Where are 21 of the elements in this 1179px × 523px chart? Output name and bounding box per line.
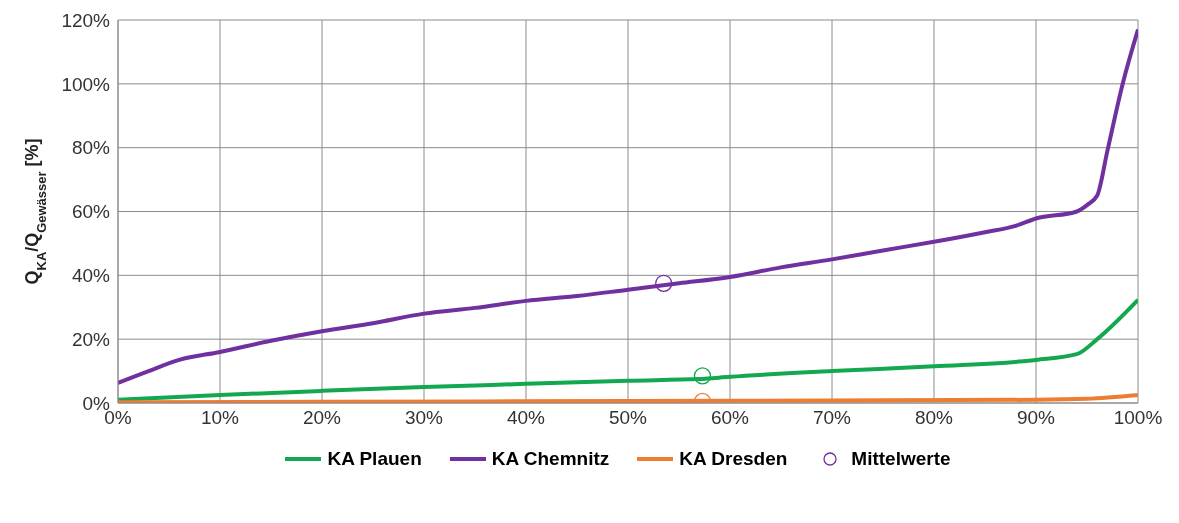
y-tick-label: 60% bbox=[71, 201, 111, 223]
legend-label: Mittelwerte bbox=[851, 448, 951, 470]
x-tick-label: 70% bbox=[812, 407, 852, 429]
legend-label: KA Chemnitz bbox=[491, 448, 610, 470]
y-tick-label: 120% bbox=[61, 9, 111, 31]
y-tick-label: 40% bbox=[71, 265, 111, 287]
x-tick-label: 40% bbox=[506, 407, 546, 429]
legend-label: KA Dresden bbox=[679, 448, 788, 470]
x-tick-label: 10% bbox=[200, 407, 240, 429]
x-tick-label: 30% bbox=[404, 407, 444, 429]
x-tick-label: 20% bbox=[302, 407, 342, 429]
x-tick-label: 80% bbox=[914, 407, 954, 429]
y-tick-label: 100% bbox=[61, 73, 111, 95]
x-tick-label: 90% bbox=[1016, 407, 1056, 429]
x-tick-label: 50% bbox=[608, 407, 648, 429]
legend-label: KA Plauen bbox=[327, 448, 422, 470]
x-tick-label: 60% bbox=[710, 407, 750, 429]
y-tick-label: 20% bbox=[71, 328, 111, 350]
y-tick-label: 80% bbox=[71, 137, 111, 159]
x-tick-label: 100% bbox=[1113, 407, 1163, 429]
line-series bbox=[118, 27, 1138, 385]
